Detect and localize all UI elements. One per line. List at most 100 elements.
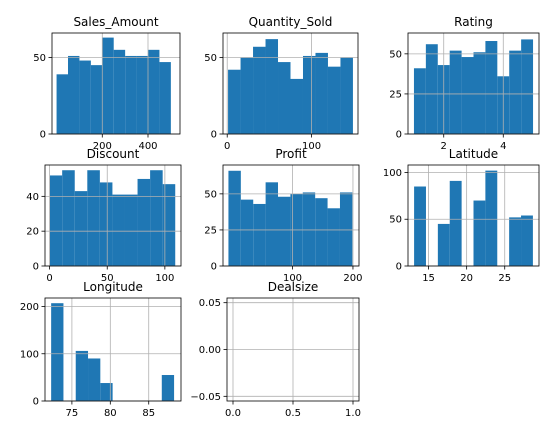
x-tick-label: 100: [155, 273, 174, 284]
histogram-bar: [485, 41, 498, 135]
y-tick-label: 0: [33, 262, 39, 273]
histogram-bar: [99, 182, 113, 266]
y-tick-label: 0: [33, 397, 39, 408]
histogram-bar: [79, 60, 91, 134]
subplot-title: Discount: [87, 147, 140, 161]
subplot-title: Quantity_Sold: [249, 15, 333, 29]
subplot-title: Longitude: [83, 280, 143, 294]
histogram-bar: [265, 39, 279, 134]
axes-frame: [407, 32, 540, 135]
y-tick-label: 0: [396, 130, 402, 141]
x-tick-label: 0: [46, 273, 52, 284]
histogram-bar: [51, 303, 64, 401]
y-tick-label: 20: [26, 227, 39, 238]
y-tick-label: 50: [204, 189, 217, 200]
histogram-bar: [290, 78, 303, 134]
subplot-longitude: 75 80 85 0 100 200 Longitude: [20, 280, 182, 419]
axes-frame: [222, 32, 359, 135]
x-tick-label: 200: [343, 273, 362, 284]
subplot-rating: 2 4 0 25 50 Rating: [389, 15, 540, 152]
histogram-bar: [112, 194, 125, 266]
y-tick-label: 0.05: [199, 298, 221, 309]
subplot-title: Latitude: [449, 147, 498, 161]
x-tick-label: 50: [101, 273, 114, 284]
histogram-bar: [265, 182, 279, 266]
histogram-bar: [437, 223, 450, 266]
y-tick-label: 0.00: [199, 345, 221, 356]
histogram-bar: [278, 196, 291, 266]
histogram-bar: [102, 37, 114, 134]
histogram-bar: [240, 57, 254, 134]
x-tick-label: 20: [460, 273, 473, 284]
x-tick-label: 1.0: [345, 408, 361, 419]
histogram-bar: [162, 184, 176, 266]
histogram-bar: [449, 180, 462, 266]
histogram-bar: [124, 194, 138, 266]
x-tick-label: 4: [500, 141, 506, 152]
histogram-bar: [485, 170, 498, 266]
axes-frame: [44, 164, 182, 267]
histogram-bar: [302, 192, 316, 266]
histogram-bar: [521, 215, 533, 266]
x-tick-label: 0: [224, 141, 230, 152]
histogram-bar: [315, 52, 328, 135]
histogram-bar: [113, 49, 126, 135]
y-tick-label: 0: [396, 262, 402, 273]
histogram-bar: [340, 57, 353, 134]
y-tick-label: 0: [40, 130, 46, 141]
histogram-bar: [414, 186, 426, 266]
histogram-bar: [88, 358, 101, 401]
histogram-bar: [253, 46, 266, 134]
histogram-bar: [413, 68, 426, 134]
subplot-quantity_sold: 0 100 0 50 Quantity_Sold: [204, 15, 359, 152]
histogram-bar: [449, 50, 462, 135]
histogram-bar: [327, 66, 341, 134]
histogram-bar: [228, 170, 241, 266]
axes-frame: [51, 32, 181, 135]
x-tick-label: 400: [138, 141, 157, 152]
histogram-bar: [240, 199, 254, 266]
histogram-bar: [302, 55, 316, 134]
x-tick-label: 100: [302, 141, 321, 152]
x-tick-label: 80: [104, 408, 117, 419]
y-tick-label: 50: [33, 53, 46, 64]
histogram-bar: [90, 65, 103, 134]
axes-frame: [44, 297, 182, 402]
x-tick-label: 0.5: [285, 408, 301, 419]
subplot-latitude: 15 20 25 0 50 100 Latitude: [383, 147, 540, 284]
x-tick-label: 0.0: [225, 408, 241, 419]
subplot-profit: 100 200 0 25 50 Profit: [204, 147, 362, 284]
y-tick-label: 40: [26, 192, 39, 203]
y-tick-label: −0.05: [190, 392, 221, 403]
x-tick-label: 2: [441, 141, 447, 152]
subplot-discount: 0 50 100 0 20 40 Discount: [26, 147, 182, 284]
subplot-title: Dealsize: [268, 280, 319, 294]
histogram-bar: [159, 62, 171, 134]
y-tick-label: 50: [389, 49, 402, 60]
histogram-bar: [87, 170, 100, 266]
subplot-dealsize: 0.0 0.5 1.0 −0.05 0.00 0.05 Dealsize: [190, 280, 361, 419]
histogram-bar: [161, 375, 175, 401]
y-tick-label: 0: [211, 130, 217, 141]
histogram-bar: [521, 39, 534, 134]
histogram-bar: [228, 69, 241, 134]
histogram-bar: [315, 198, 328, 266]
subplot-title: Rating: [454, 15, 493, 29]
x-tick-label: 15: [422, 273, 435, 284]
histogram-bar: [339, 192, 353, 266]
histogram-bar: [56, 74, 68, 134]
histogram-bar: [327, 208, 340, 266]
axes-frame: [407, 164, 540, 267]
histogram-bar: [473, 200, 486, 266]
x-tick-label: 100: [283, 273, 302, 284]
histogram-bar: [461, 57, 474, 134]
histogram-bar: [509, 217, 522, 266]
histogram-bar: [100, 383, 113, 401]
x-tick-label: 200: [93, 141, 112, 152]
y-tick-label: 100: [383, 168, 402, 179]
y-tick-label: 0: [211, 262, 217, 273]
histogram-bar: [509, 50, 522, 135]
subplot-title: Sales_Amount: [73, 15, 158, 29]
histogram-bar: [278, 62, 291, 134]
x-tick-label: 75: [66, 408, 79, 419]
